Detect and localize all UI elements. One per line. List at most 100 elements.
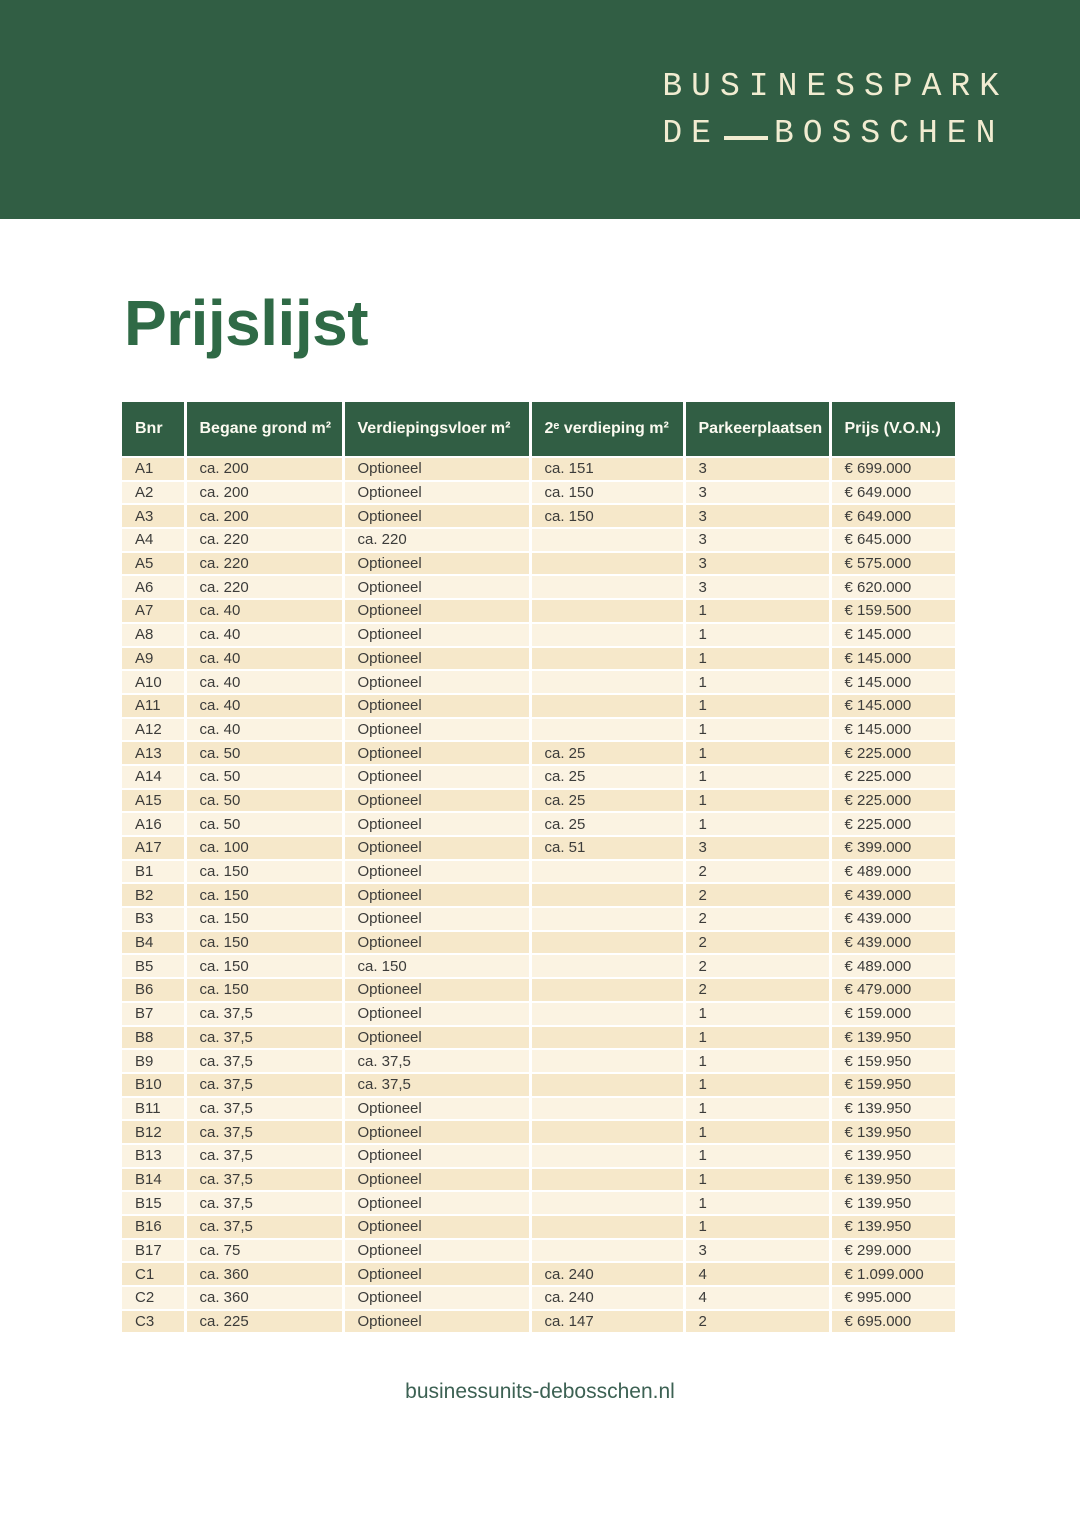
cell-tweede-verdieping-m2 <box>530 1049 686 1074</box>
cell-begane-grond-m2: ca. 150 <box>185 859 345 885</box>
cell-prijs-von: € 145.000 <box>830 622 955 648</box>
cell-begane-grond-m2: ca. 220 <box>185 551 345 577</box>
cell-tweede-verdieping-m2: ca. 151 <box>530 457 686 482</box>
cell-bnr: B9 <box>122 1049 187 1074</box>
cell-parkeerplaatsen: 2 <box>684 978 832 1003</box>
cell-parkeerplaatsen: 3 <box>684 480 832 506</box>
cell-verdiepingsvloer-m2: Optioneel <box>343 1167 532 1193</box>
document-page: BUSINESSPARK DE BOSSCHEN Prijslijst Bnr Be… <box>0 0 1080 1404</box>
cell-prijs-von: € 159.950 <box>830 1049 955 1074</box>
cell-parkeerplaatsen: 1 <box>684 788 832 814</box>
table-row: B14 ca. 37,5 Optioneel 1 € 139.950 <box>122 1167 955 1193</box>
cell-tweede-verdieping-m2: ca. 25 <box>530 741 686 766</box>
cell-bnr: B1 <box>122 859 187 885</box>
table-row: A1 ca. 200 Optioneel ca. 151 3 € 699.000 <box>122 457 955 482</box>
cell-begane-grond-m2: ca. 40 <box>185 599 345 624</box>
cell-parkeerplaatsen: 1 <box>684 599 832 624</box>
cell-bnr: A2 <box>122 480 187 506</box>
table-row: A11 ca. 40 Optioneel 1 € 145.000 <box>122 693 955 719</box>
cell-prijs-von: € 139.950 <box>830 1025 955 1051</box>
cell-parkeerplaatsen: 3 <box>684 528 832 553</box>
cell-bnr: A6 <box>122 575 187 601</box>
cell-tweede-verdieping-m2 <box>530 883 686 909</box>
cell-begane-grond-m2: ca. 150 <box>185 907 345 932</box>
cell-parkeerplaatsen: 3 <box>684 1238 832 1264</box>
cell-bnr: B8 <box>122 1025 187 1051</box>
cell-verdiepingsvloer-m2: ca. 37,5 <box>343 1049 532 1074</box>
cell-parkeerplaatsen: 3 <box>684 504 832 530</box>
cell-verdiepingsvloer-m2: Optioneel <box>343 812 532 837</box>
cell-bnr: A12 <box>122 717 187 743</box>
cell-prijs-von: € 439.000 <box>830 930 955 956</box>
cell-begane-grond-m2: ca. 150 <box>185 930 345 956</box>
cell-verdiepingsvloer-m2: Optioneel <box>343 717 532 743</box>
cell-bnr: A4 <box>122 528 187 553</box>
cell-verdiepingsvloer-m2: Optioneel <box>343 693 532 719</box>
page-title: Prijslijst <box>124 287 369 359</box>
cell-parkeerplaatsen: 1 <box>684 1215 832 1240</box>
cell-bnr: A10 <box>122 670 187 695</box>
cell-parkeerplaatsen: 1 <box>684 646 832 672</box>
cell-prijs-von: € 645.000 <box>830 528 955 553</box>
table-row: B1 ca. 150 Optioneel 2 € 489.000 <box>122 859 955 885</box>
cell-bnr: A17 <box>122 836 187 861</box>
table-row: A5 ca. 220 Optioneel 3 € 575.000 <box>122 551 955 577</box>
cell-tweede-verdieping-m2: ca. 150 <box>530 480 686 506</box>
cell-tweede-verdieping-m2 <box>530 930 686 956</box>
cell-bnr: A7 <box>122 599 187 624</box>
cell-begane-grond-m2: ca. 360 <box>185 1262 345 1288</box>
cell-parkeerplaatsen: 1 <box>684 1167 832 1193</box>
table-row: A16 ca. 50 Optioneel ca. 25 1 € 225.000 <box>122 812 955 837</box>
cell-verdiepingsvloer-m2: Optioneel <box>343 930 532 956</box>
cell-begane-grond-m2: ca. 50 <box>185 788 345 814</box>
cell-begane-grond-m2: ca. 37,5 <box>185 1049 345 1074</box>
brand-logo-line1: BUSINESSPARK <box>662 67 1008 105</box>
cell-tweede-verdieping-m2: ca. 240 <box>530 1286 686 1311</box>
cell-begane-grond-m2: ca. 40 <box>185 670 345 695</box>
cell-prijs-von: € 139.950 <box>830 1143 955 1169</box>
cell-bnr: A9 <box>122 646 187 672</box>
cell-verdiepingsvloer-m2: ca. 37,5 <box>343 1072 532 1098</box>
table-row: B15 ca. 37,5 Optioneel 1 € 139.950 <box>122 1191 955 1216</box>
cell-tweede-verdieping-m2 <box>530 693 686 719</box>
table-row: B16 ca. 37,5 Optioneel 1 € 139.950 <box>122 1215 955 1240</box>
cell-bnr: B16 <box>122 1215 187 1240</box>
cell-verdiepingsvloer-m2: Optioneel <box>343 622 532 648</box>
cell-tweede-verdieping-m2 <box>530 1191 686 1216</box>
main-content: Prijslijst Bnr Begane grond m² Verdiepings… <box>0 287 1080 1335</box>
cell-bnr: B5 <box>122 954 187 980</box>
cell-tweede-verdieping-m2 <box>530 646 686 672</box>
table-row: A6 ca. 220 Optioneel 3 € 620.000 <box>122 575 955 601</box>
table-body: A1 ca. 200 Optioneel ca. 151 3 € 699.000 A2 ca.… <box>122 457 955 1335</box>
cell-parkeerplaatsen: 4 <box>684 1262 832 1288</box>
footer-link[interactable]: businessunits-debosschen.nl <box>405 1380 675 1404</box>
cell-bnr: C1 <box>122 1262 187 1288</box>
cell-begane-grond-m2: ca. 37,5 <box>185 1120 345 1145</box>
cell-prijs-von: € 649.000 <box>830 504 955 530</box>
cell-prijs-von: € 479.000 <box>830 978 955 1003</box>
cell-parkeerplaatsen: 3 <box>684 575 832 601</box>
table-row: B13 ca. 37,5 Optioneel 1 € 139.950 <box>122 1143 955 1169</box>
table-row: A12 ca. 40 Optioneel 1 € 145.000 <box>122 717 955 743</box>
cell-prijs-von: € 489.000 <box>830 954 955 980</box>
table-row: B3 ca. 150 Optioneel 2 € 439.000 <box>122 907 955 932</box>
cell-tweede-verdieping-m2 <box>530 859 686 885</box>
cell-parkeerplaatsen: 3 <box>684 551 832 577</box>
cell-tweede-verdieping-m2 <box>530 1215 686 1240</box>
table-row: B4 ca. 150 Optioneel 2 € 439.000 <box>122 930 955 956</box>
cell-verdiepingsvloer-m2: Optioneel <box>343 670 532 695</box>
table-row: A7 ca. 40 Optioneel 1 € 159.500 <box>122 599 955 624</box>
cell-tweede-verdieping-m2 <box>530 1072 686 1098</box>
cell-prijs-von: € 1.099.000 <box>830 1262 955 1288</box>
cell-begane-grond-m2: ca. 37,5 <box>185 1191 345 1216</box>
cell-bnr: A14 <box>122 764 187 790</box>
cell-bnr: C2 <box>122 1286 187 1311</box>
column-header-begane-grond-m2: Begane grond m² <box>185 402 345 458</box>
cell-tweede-verdieping-m2 <box>530 1120 686 1145</box>
cell-verdiepingsvloer-m2: Optioneel <box>343 1001 532 1027</box>
cell-begane-grond-m2: ca. 37,5 <box>185 1215 345 1240</box>
table-row: C3 ca. 225 Optioneel ca. 147 2 € 695.000 <box>122 1309 955 1335</box>
table-row: B2 ca. 150 Optioneel 2 € 439.000 <box>122 883 955 909</box>
cell-parkeerplaatsen: 1 <box>684 1120 832 1145</box>
cell-tweede-verdieping-m2: ca. 51 <box>530 836 686 861</box>
